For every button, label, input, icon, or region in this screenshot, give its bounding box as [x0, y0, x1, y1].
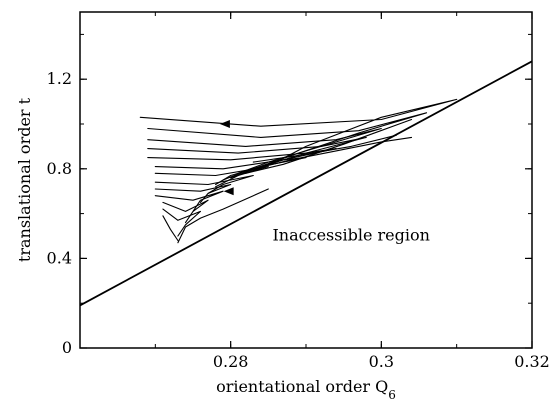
x-axis-label: orientational order Q6 — [216, 377, 396, 402]
x-tick-label: 0.28 — [213, 352, 249, 371]
annotations: Inaccessible region — [272, 225, 429, 244]
trajectory-line — [177, 188, 269, 244]
trajectory-line — [162, 215, 179, 242]
plot-area — [79, 11, 533, 349]
x-tick-label: 0.32 — [514, 352, 550, 371]
x-tick-label: 0.3 — [369, 352, 394, 371]
y-tick-label: 0.4 — [47, 248, 72, 267]
trajectory-line — [154, 157, 307, 186]
trajectory-line — [252, 134, 397, 163]
y-axis-label: translational order t — [15, 97, 34, 262]
trajectory-line — [154, 166, 269, 188]
y-tick-label: 0.8 — [47, 159, 72, 178]
y-tick-label: 1.2 — [47, 69, 72, 88]
trajectory-line — [147, 112, 428, 177]
plot-frame — [79, 11, 533, 349]
trajectory-line — [139, 98, 458, 174]
y-tick-label: 0 — [62, 338, 72, 357]
boundary-line — [80, 60, 532, 307]
trajectory-line — [162, 199, 209, 224]
trajectory-line — [162, 208, 202, 237]
direction-arrow — [223, 187, 234, 196]
annotation-inaccessible-region: Inaccessible region — [272, 225, 429, 244]
direction-arrow — [219, 120, 230, 128]
axis-labels: orientational order Q6 translational ord… — [15, 97, 396, 402]
trajectory-line — [245, 136, 413, 172]
axis-ticks: 0.28 0.3 0.32 0 0.4 0.8 1.2 — [47, 12, 550, 371]
trajectory-line — [154, 190, 224, 212]
